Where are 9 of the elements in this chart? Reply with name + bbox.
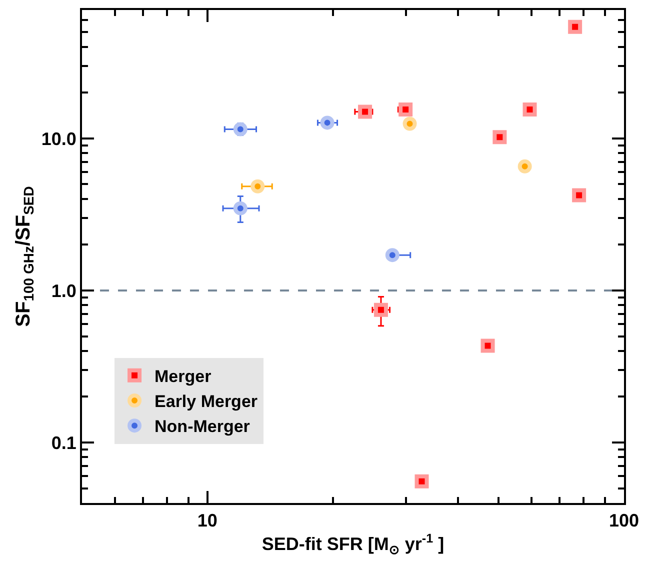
y-tick-label: 10.0 (41, 128, 76, 149)
legend-label: Early Merger (154, 392, 258, 412)
legend-label: Merger (154, 367, 212, 386)
legend-label: Non-Merger (154, 417, 250, 436)
y-tick-label: 1.0 (51, 280, 76, 301)
x-axis-title: SED-fit SFR [M$_{⊙}$ yr$^{-1}$ ] (262, 532, 444, 557)
x-tick-label: 100 (608, 510, 640, 531)
x-tick-label: 10 (197, 510, 218, 531)
y-tick-label: 0.1 (51, 432, 76, 453)
